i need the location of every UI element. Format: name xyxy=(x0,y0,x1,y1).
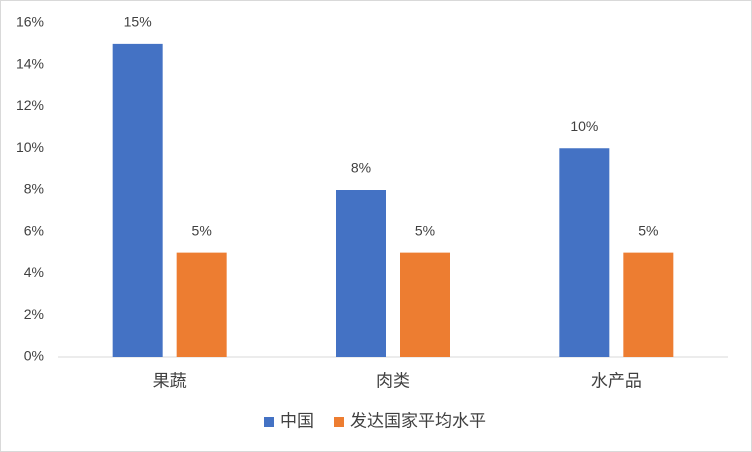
y-tick-label: 8% xyxy=(24,181,44,197)
bar xyxy=(112,43,163,357)
value-label: 8% xyxy=(351,160,371,176)
bar xyxy=(400,252,450,357)
y-tick-label: 12% xyxy=(16,97,44,113)
y-tick-label: 0% xyxy=(24,348,44,364)
y-tick-label: 14% xyxy=(16,55,44,71)
value-label: 5% xyxy=(638,222,658,238)
y-tick-label: 6% xyxy=(24,222,44,238)
legend-label: 中国 xyxy=(280,411,314,430)
legend-swatch xyxy=(334,417,344,427)
value-label: 5% xyxy=(415,222,435,238)
x-tick-label: 肉类 xyxy=(376,371,410,390)
bar xyxy=(559,148,610,357)
bar xyxy=(336,190,386,357)
y-tick-label: 2% xyxy=(24,306,44,322)
bar xyxy=(623,252,674,357)
value-label: 15% xyxy=(124,14,152,30)
value-label: 10% xyxy=(570,118,598,134)
y-tick-label: 16% xyxy=(16,14,44,30)
legend-label: 发达国家平均水平 xyxy=(350,411,486,430)
x-tick-label: 水产品 xyxy=(591,371,642,390)
x-tick-label: 果蔬 xyxy=(153,371,187,390)
legend-swatch xyxy=(264,417,274,427)
y-tick-label: 10% xyxy=(16,139,44,155)
value-label: 5% xyxy=(192,222,212,238)
bar xyxy=(176,252,227,357)
y-tick-label: 4% xyxy=(24,264,44,280)
